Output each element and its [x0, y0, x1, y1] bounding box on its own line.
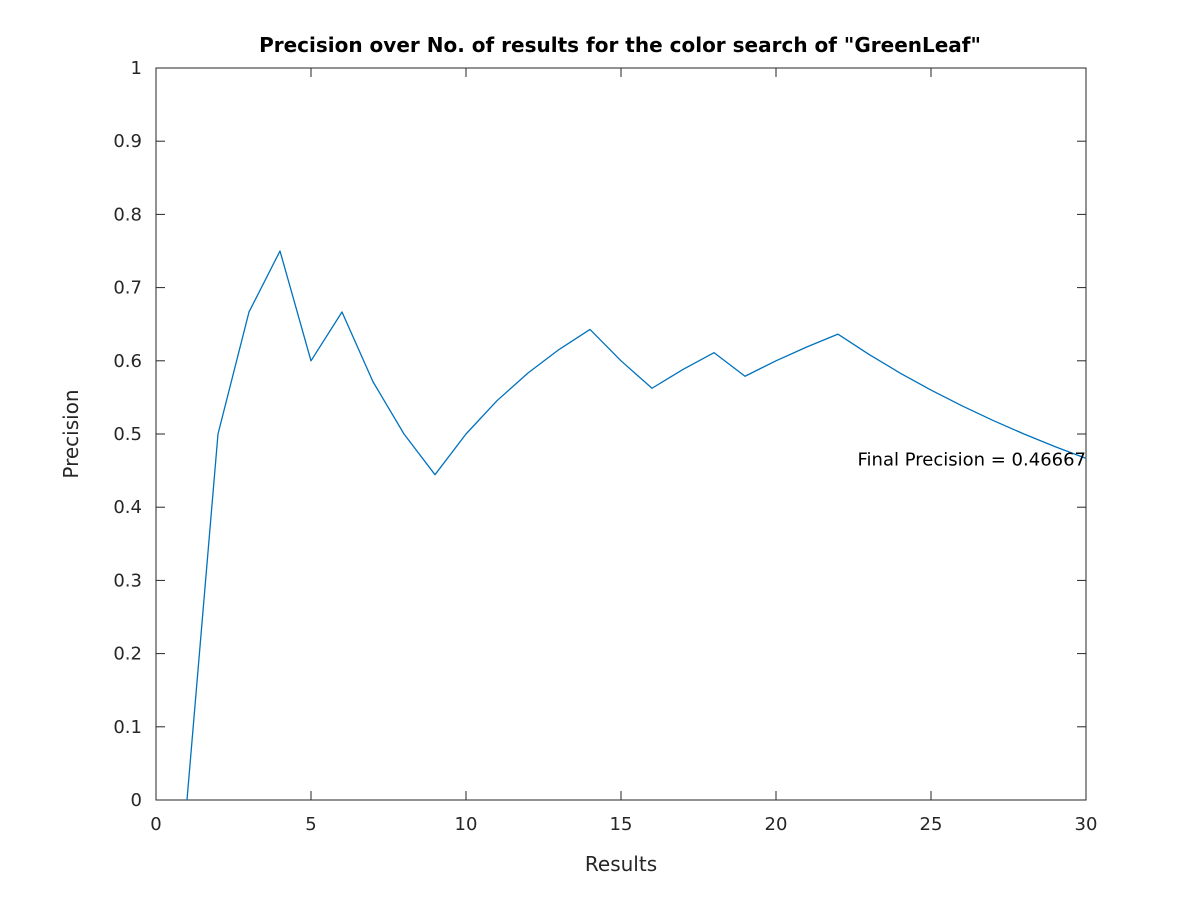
y-tick-label: 0.3 — [113, 570, 142, 591]
y-tick-label: 0 — [131, 790, 142, 811]
x-axis-label: Results — [585, 852, 657, 876]
x-tick-label: 20 — [765, 814, 788, 835]
x-tick-label: 10 — [455, 814, 478, 835]
y-tick-label: 0.5 — [113, 424, 142, 445]
x-tick-label: 25 — [920, 814, 943, 835]
y-tick-label: 0.8 — [113, 204, 142, 225]
x-tick-label: 5 — [305, 814, 316, 835]
final-precision-annotation: Final Precision = 0.46667 — [858, 449, 1086, 470]
y-tick-label: 0.2 — [113, 644, 142, 665]
plot-area-frame — [155, 67, 1087, 801]
y-tick-label: 0.9 — [113, 131, 142, 152]
series-group — [186, 250, 1087, 801]
y-tick-label: 0.6 — [113, 351, 142, 372]
precision-series-line — [186, 250, 1087, 801]
y-tick-label: 0.1 — [113, 717, 142, 738]
chart-title: Precision over No. of results for the co… — [259, 33, 981, 57]
y-tick-label: 1 — [131, 58, 142, 79]
x-tick-label: 30 — [1075, 814, 1098, 835]
x-tick-label: 15 — [610, 814, 633, 835]
axis-tick-labels: 0 5 10 15 20 25 30 0 0.1 0.2 0.3 0.4 0.5 0.6 0.7 0.8 0.9… — [113, 58, 1097, 835]
y-axis-label: Precision — [59, 389, 83, 478]
y-tick-label: 0.7 — [113, 278, 142, 299]
y-tick-label: 0.4 — [113, 497, 142, 518]
x-tick-label: 0 — [150, 814, 161, 835]
